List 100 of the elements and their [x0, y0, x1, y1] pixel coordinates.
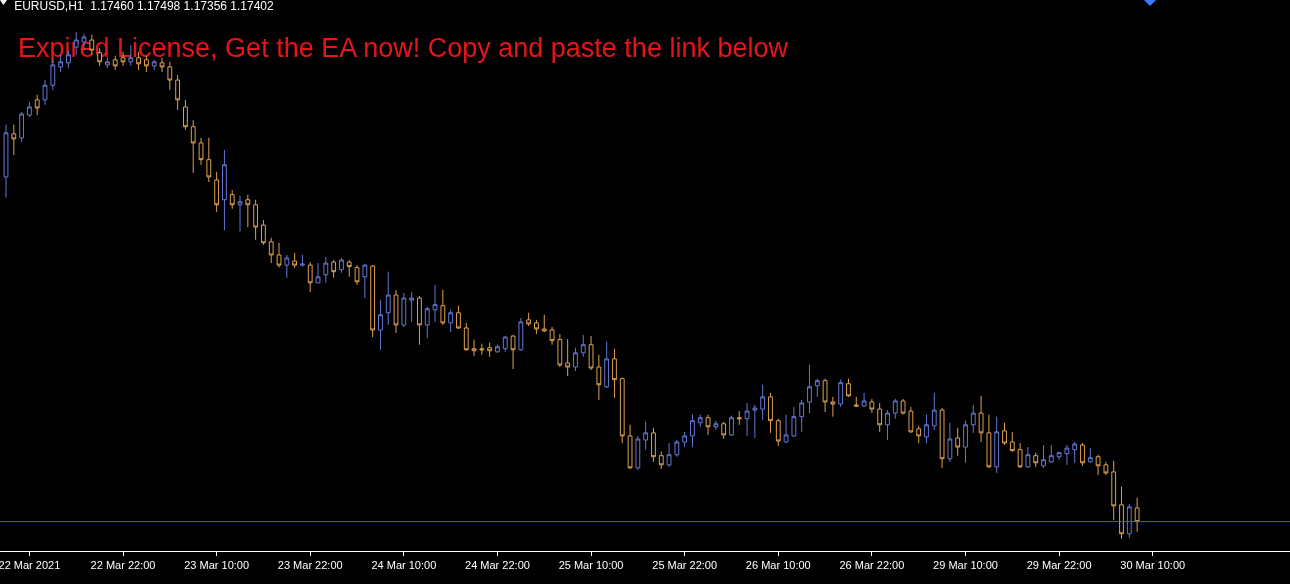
- candlestick: [378, 299, 383, 351]
- candlestick: [752, 404, 758, 439]
- candlestick: [978, 395, 984, 443]
- candlestick: [596, 354, 602, 401]
- candlestick: [916, 425, 922, 444]
- candlestick: [573, 347, 578, 372]
- candlestick: [877, 402, 883, 433]
- candlestick: [557, 333, 563, 368]
- candlestick: [261, 219, 266, 246]
- candlestick: [822, 378, 828, 413]
- candlestick: [409, 291, 415, 323]
- candlestick: [900, 398, 906, 416]
- candlestick: [635, 435, 641, 471]
- candlestick: [1119, 486, 1124, 540]
- candlestick: [526, 312, 532, 327]
- candlestick: [198, 137, 204, 166]
- candlestick: [339, 257, 344, 274]
- candlestick: [1017, 442, 1023, 469]
- candlestick: [214, 171, 220, 213]
- candlestick: [697, 414, 703, 428]
- x-tick-label: 26 Mar 22:00: [839, 559, 905, 572]
- candlestick: [588, 335, 594, 371]
- candlestick: [1126, 503, 1132, 539]
- candlestick: [424, 306, 430, 339]
- candlestick: [1041, 444, 1046, 469]
- candlestick: [931, 392, 937, 431]
- candlestick: [729, 415, 734, 437]
- candlestick: [1033, 452, 1039, 468]
- candlestick: [502, 335, 508, 353]
- candlestick: [417, 295, 422, 346]
- candlestick: [1134, 497, 1140, 533]
- x-tick-label: 29 Mar 22:00: [1026, 559, 1092, 572]
- candlestick: [939, 407, 945, 469]
- candlestick: [736, 410, 742, 426]
- candlestick: [713, 420, 719, 431]
- candlestick: [175, 74, 181, 111]
- candlestick: [1002, 422, 1007, 446]
- candlestick: [580, 334, 586, 358]
- candlestick: [690, 414, 695, 448]
- candlestick: [963, 420, 968, 464]
- candlestick: [541, 314, 547, 333]
- candlestick: [448, 309, 454, 333]
- candlestick: [1111, 460, 1117, 521]
- candlestick: [986, 414, 992, 469]
- candlestick: [27, 101, 32, 118]
- candlestick: [799, 399, 805, 433]
- candlestick: [495, 344, 500, 354]
- candlestick: [1103, 461, 1109, 476]
- candlestick: [534, 319, 539, 335]
- candlestick: [292, 252, 298, 269]
- candlestick: [666, 442, 672, 468]
- candlestick: [315, 262, 321, 284]
- candlestick: [3, 124, 9, 199]
- candlestick: [924, 414, 929, 444]
- candlestick: [300, 254, 305, 268]
- candlestick: [970, 404, 976, 434]
- candlestick: [853, 396, 859, 408]
- candlestick: [354, 264, 360, 286]
- candlestick: [1064, 444, 1070, 466]
- x-tick-label: 22 Mar 22:00: [90, 559, 156, 572]
- candlestick: [253, 199, 259, 241]
- candlestick: [619, 377, 625, 444]
- candlestick: [885, 409, 890, 441]
- candlestick: [222, 149, 227, 231]
- candlestick: [276, 242, 282, 269]
- candlestick: [229, 189, 235, 210]
- candlestick: [1056, 451, 1062, 461]
- candlestick: [565, 338, 571, 377]
- candlestick: [682, 431, 688, 448]
- candlestick: [908, 406, 914, 434]
- candlestick: [846, 378, 851, 398]
- candlestick: [955, 427, 961, 457]
- candlestick: [775, 418, 781, 447]
- candlestick: [34, 94, 40, 116]
- candlestick: [11, 124, 17, 156]
- candlestick: [705, 414, 711, 436]
- candlestick: [487, 342, 493, 358]
- candlestick: [1087, 447, 1093, 464]
- x-tick-label: 25 Mar 10:00: [558, 559, 624, 572]
- candlestick: [674, 439, 680, 458]
- x-tick-label: 23 Mar 22:00: [277, 559, 343, 572]
- candlestick: [190, 119, 196, 174]
- candlestick: [1048, 444, 1054, 464]
- x-tick-label: 24 Mar 10:00: [371, 559, 437, 572]
- candlestick: [268, 237, 274, 264]
- candlestick: [1072, 441, 1078, 464]
- x-tick-label: 30 Mar 10:00: [1120, 559, 1186, 572]
- candlestick: [463, 322, 469, 352]
- candlestick: [783, 414, 789, 444]
- candlestick: [362, 263, 368, 299]
- candlestick: [284, 254, 290, 279]
- x-tick-label: 29 Mar 10:00: [933, 559, 998, 572]
- x-tick-label: 26 Mar 10:00: [745, 559, 811, 572]
- candlestick: [643, 421, 649, 451]
- candlestick: [432, 284, 438, 323]
- candlestick: [814, 378, 820, 398]
- candlestick: [549, 326, 555, 346]
- candlestick: [331, 259, 337, 279]
- candlestick: [237, 195, 243, 233]
- candlestick: [1080, 442, 1085, 467]
